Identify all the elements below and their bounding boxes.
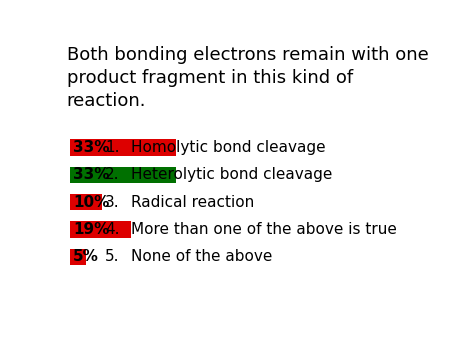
Text: 33%: 33% [73,167,109,183]
Text: 10%: 10% [73,195,109,210]
Text: 5%: 5% [73,249,99,264]
Text: 1.: 1. [105,140,120,155]
Text: None of the above: None of the above [131,249,273,264]
Text: Heterolytic bond cleavage: Heterolytic bond cleavage [131,167,333,183]
FancyBboxPatch shape [70,167,176,183]
Text: Both bonding electrons remain with one
product fragment in this kind of
reaction: Both bonding electrons remain with one p… [67,46,428,110]
Text: 5.: 5. [105,249,120,264]
Text: Radical reaction: Radical reaction [131,195,255,210]
Text: 3.: 3. [105,195,120,210]
Text: 4.: 4. [105,222,120,237]
FancyBboxPatch shape [70,249,86,265]
Text: More than one of the above is true: More than one of the above is true [131,222,397,237]
Text: 19%: 19% [73,222,109,237]
Text: 33%: 33% [73,140,109,155]
Text: Homolytic bond cleavage: Homolytic bond cleavage [131,140,326,155]
FancyBboxPatch shape [70,221,131,238]
FancyBboxPatch shape [70,194,102,210]
Text: 2.: 2. [105,167,120,183]
FancyBboxPatch shape [70,140,176,155]
